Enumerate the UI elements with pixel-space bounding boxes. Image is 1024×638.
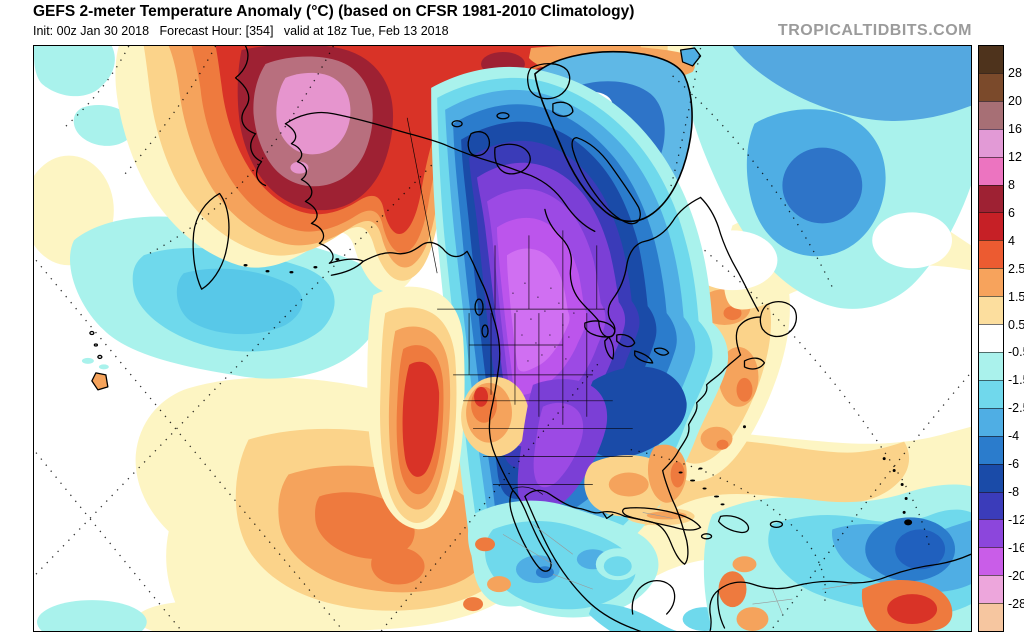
colorbar-block <box>979 519 1003 548</box>
colorbar <box>978 45 1004 632</box>
colorbar-block <box>979 379 1003 408</box>
colorbar-tick-label: -0.5 <box>1008 345 1024 360</box>
map-canvas <box>33 45 972 632</box>
colorbar-block <box>979 46 1003 73</box>
colorbar-tick-label: 0.5 <box>1008 317 1024 332</box>
colorbar-block <box>979 603 1003 632</box>
graticule <box>35 46 970 631</box>
colorbar-tick-label: 8 <box>1008 177 1015 192</box>
colorbar-block <box>979 128 1003 157</box>
site-watermark: TROPICALTIDBITS.COM <box>777 22 972 39</box>
south-america-cool <box>703 484 971 631</box>
colorbar-block <box>979 435 1003 464</box>
colorbar-tick-label: 2.5 <box>1008 261 1024 276</box>
colorbar-labels: 28 20 16 12 8 6 4 2.5 1.5 0.5 -0.5 -1.5 -2.5 -4 -6 -8 -1… <box>1008 45 1024 632</box>
colorbar-tick-label: -6 <box>1008 457 1020 472</box>
colorbar-tick-label: -2.5 <box>1008 401 1024 416</box>
subtropical-warm-details <box>584 444 695 526</box>
colorbar-tick-label: -28 <box>1008 597 1024 612</box>
colorbar-tick-label: -4 <box>1008 429 1020 444</box>
colorbar-block <box>979 72 1003 101</box>
colorbar-tick-label: 20 <box>1008 93 1022 108</box>
colorbar-block <box>979 351 1003 380</box>
island-specks <box>243 258 913 526</box>
colorbar-tick-label: -16 <box>1008 541 1024 556</box>
colorbar-tick-label: 4 <box>1008 233 1015 248</box>
colorbar-tick-label: 12 <box>1008 149 1022 164</box>
colorbar-tick-label: -12 <box>1008 513 1024 528</box>
colorbar-block <box>979 100 1003 129</box>
colorbar-block <box>979 268 1003 297</box>
init-forecast-line: Init: 00z Jan 30 2018 Forecast Hour: [35… <box>33 24 449 38</box>
colorbar-tick-label: 6 <box>1008 205 1015 220</box>
colorbar-block <box>979 491 1003 520</box>
colorbar-block <box>979 324 1003 352</box>
colorbar-tick-label: -1.5 <box>1008 373 1024 388</box>
colorbar-tick-label: -8 <box>1008 485 1020 500</box>
colorbar-tick-label: 28 <box>1008 65 1022 80</box>
minor-borders <box>502 512 853 615</box>
colorbar-tick-label: 1.5 <box>1008 289 1024 304</box>
colorbar-block <box>979 575 1003 604</box>
page-title: GEFS 2-meter Temperature Anomaly (°C) (b… <box>33 3 635 20</box>
colorbar-block <box>979 156 1003 185</box>
colorbar-block <box>979 463 1003 492</box>
colorbar-tick-label: -20 <box>1008 569 1024 584</box>
anomaly-map <box>34 46 971 631</box>
colorbar-block <box>979 407 1003 436</box>
coastlines <box>89 46 971 631</box>
pacific-cool-blob <box>34 46 384 631</box>
colorbar-block <box>979 212 1003 241</box>
mexico-central-america-cool <box>463 500 727 631</box>
political-borders <box>406 117 633 495</box>
colorbar-block <box>979 547 1003 576</box>
colorbar-block <box>979 240 1003 269</box>
north-america-cold-pool <box>431 66 729 607</box>
colorbar-block <box>979 184 1003 213</box>
colorbar-block <box>979 296 1003 325</box>
west-us-warm <box>367 286 529 530</box>
north-atlantic-cool <box>672 46 971 309</box>
colorbar-tick-label: 16 <box>1008 121 1022 136</box>
texas-cold-arm <box>517 379 608 518</box>
extreme-cold-stipple <box>512 282 575 362</box>
